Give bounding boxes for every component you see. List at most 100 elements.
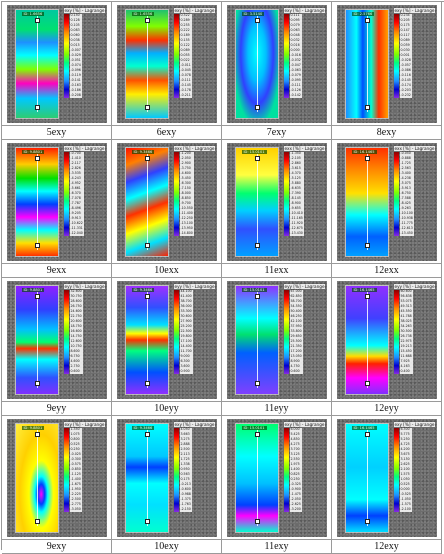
specimen-strain-field: ID: 16.1465 — [344, 146, 389, 257]
colorbar-tick-label: 0.000 — [400, 487, 410, 492]
colorbar-tick-label: -2.775 — [70, 502, 81, 507]
colorbar-tick-label: -0.045 — [180, 68, 191, 73]
colorbar-tick-label: -13.100 — [180, 221, 193, 226]
colorbar-tick-label: -8.900 — [290, 200, 301, 205]
colorbar-tick-label: 7.925 — [400, 359, 410, 364]
colorbar-tick-label: 62.850 — [290, 293, 302, 298]
colorbar-tick-label: -9.913 — [70, 216, 81, 221]
extensometer-point-top — [144, 155, 150, 161]
colorbar-tick-label: -3.400 — [400, 170, 411, 175]
colorbar-tick-label: -0.028 — [400, 57, 411, 62]
colorbar-legend: exy [%] - Lagrange 1.350 1.075 0.800 0.525 0.… — [63, 421, 105, 512]
colorbar-tick-label: -9.263 — [400, 206, 411, 211]
colorbar-tick-label: 0.060 — [70, 32, 80, 37]
legend-title: exy [%] - Lagrange — [173, 421, 215, 427]
colorbar-tick-label: -1.950 — [70, 487, 81, 492]
colorbar-tick-label: 5.250 — [400, 436, 410, 441]
colorbar-tick-label: 58.700 — [290, 298, 302, 303]
colorbar-tick-label: 0.089 — [400, 37, 410, 42]
colorbar-tick-label: -1.475 — [290, 492, 301, 497]
colorbar-gradient — [283, 151, 289, 236]
colorbar-tick-label: -5.661 — [70, 185, 81, 190]
colorbar-gradient — [63, 427, 69, 512]
extensometer-line — [146, 429, 148, 526]
colorbar-tick-label: -13.450 — [400, 231, 413, 236]
colorbar-tick-label: -14.800 — [180, 231, 193, 236]
extensometer-point-top — [364, 155, 370, 161]
colorbar-tick-label: 42.100 — [290, 318, 302, 323]
colorbar-tick-label: 21.350 — [290, 344, 302, 349]
extensometer-line — [256, 15, 258, 112]
colorbar-tick-label: 0.030 — [400, 47, 410, 52]
colorbar-legend: eyy [%] - Lagrange 60.600 56.838 53.075 49.3… — [393, 283, 435, 374]
panel-caption: 10exy — [112, 540, 222, 554]
colorbar-tick-label: -5.913 — [400, 185, 411, 190]
image-id-label: ID: 9.8801 — [21, 425, 45, 430]
panel-caption: 9eyy — [2, 402, 112, 416]
colorbar-tick-label: 41.400 — [180, 293, 192, 298]
colorbar-tick-label: 4.850 — [290, 436, 300, 441]
colorbar-tick-label: 4.163 — [400, 364, 410, 369]
colorbar-tick-label: 22.975 — [400, 338, 412, 343]
extensometer-line — [366, 429, 368, 526]
colorbar-tick-label: 2.550 — [290, 456, 300, 461]
extensometer-line — [256, 153, 258, 250]
colorbar-tick-label: 37.950 — [290, 323, 302, 328]
colorbar-tick-label: 0.950 — [180, 466, 190, 471]
colorbar-tick-label: -5.880 — [290, 180, 301, 185]
colorbar-tick-label: 0.022 — [180, 57, 190, 62]
panel-caption: 10eyy — [112, 402, 222, 416]
specimen-strain-field: ID: 15.0101 — [234, 284, 279, 395]
colorbar-tick-label: -3.050 — [70, 507, 81, 512]
colorbar-tick-label: -11.400 — [180, 211, 193, 216]
image-id-label: ID: 16.1465 — [351, 425, 377, 430]
colorbar-tick-label: 0.563 — [180, 471, 190, 476]
colorbar-tick-label: -0.325 — [290, 482, 301, 487]
image-id-label: ID: 9.3466 — [131, 425, 155, 430]
colorbar-legend: exy [%] - Lagrange 6.300 5.775 5.250 4.725 4.… — [393, 421, 435, 512]
colorbar-legend: exx [%] - Lagrange -1.200 -2.050 -2.900 -3.7… — [173, 145, 215, 236]
colorbar-tick-label: -0.116 — [400, 73, 411, 78]
colorbar-tick-label: 0.175 — [400, 22, 410, 27]
colorbar-tick-label: 1.725 — [180, 456, 190, 461]
legend-title: exy [%] - Lagrange — [393, 421, 435, 427]
strain-map-cell: ID: 9.8801 exy [%] - Lagrange 1.350 1.075 0.… — [2, 416, 112, 540]
colorbar-tick-label: 0.150 — [70, 12, 80, 17]
colorbar-tick-label: -0.032 — [290, 57, 301, 62]
extensometer-line — [256, 291, 258, 388]
colorbar-tick-label: 0.111 — [290, 12, 300, 17]
colorbar-tick-label: 0.175 — [180, 476, 190, 481]
colorbar-tick-label: 27.900 — [180, 318, 192, 323]
colorbar-tick-label: 3.600 — [180, 364, 190, 369]
colorbar-tick-label: -11.165 — [290, 216, 303, 221]
panel-caption: 9exx — [2, 264, 112, 278]
dic-strain-image: ID: 9.8801 exx [%] - Lagrange -0.700 -1.410… — [6, 142, 107, 261]
strain-map-cell: ID: 16.1465 exx [%] - Lagrange -0.050 -0.88… — [332, 140, 442, 264]
colorbar-tick-label: -7.787 — [70, 200, 81, 205]
colorbar-tick-label: -2.563 — [400, 165, 411, 170]
colorbar-tick-label: -0.850 — [70, 466, 81, 471]
colorbar-tick-label: -10.100 — [400, 211, 413, 216]
colorbar-tick-label: 2.500 — [180, 446, 190, 451]
image-id-label: ID: 2.5766 — [351, 11, 375, 16]
colorbar-tick-label: 0.063 — [290, 27, 300, 32]
colorbar-tick-label: -2.625 — [290, 502, 301, 507]
colorbar-tick-label: -8.000 — [180, 190, 191, 195]
legend-title: exy [%] - Lagrange — [173, 7, 215, 13]
specimen-strain-field: ID: 3.5140 — [234, 8, 279, 119]
colorbar-tick-label: 44.100 — [180, 288, 192, 293]
colorbar-tick-label: 0.001 — [400, 52, 410, 57]
colorbar-legend: eyy [%] - Lagrange 67.000 62.850 58.700 54.5… — [283, 283, 325, 374]
specimen-strain-field: ID: 9.3466 — [124, 422, 169, 533]
image-id-label: ID: 9.8801 — [21, 149, 45, 154]
colorbar-tick-label: 26.738 — [400, 333, 412, 338]
colorbar-gradient — [63, 289, 69, 374]
colorbar-tick-label: -0.111 — [290, 83, 301, 88]
colorbar-tick-label: 11.700 — [180, 349, 192, 354]
extensometer-point-top — [364, 17, 370, 23]
extensometer-point-top — [254, 293, 260, 299]
colorbar-tick-label: 0.322 — [180, 12, 190, 17]
strain-map-cell: ID: 1.6556 exy [%] - Lagrange 0.322 0.289 0.… — [112, 2, 222, 126]
strain-map-cell: ID: 3.5140 exy [%] - Lagrange 0.111 0.095 0.… — [222, 2, 332, 126]
extensometer-line — [366, 15, 368, 112]
